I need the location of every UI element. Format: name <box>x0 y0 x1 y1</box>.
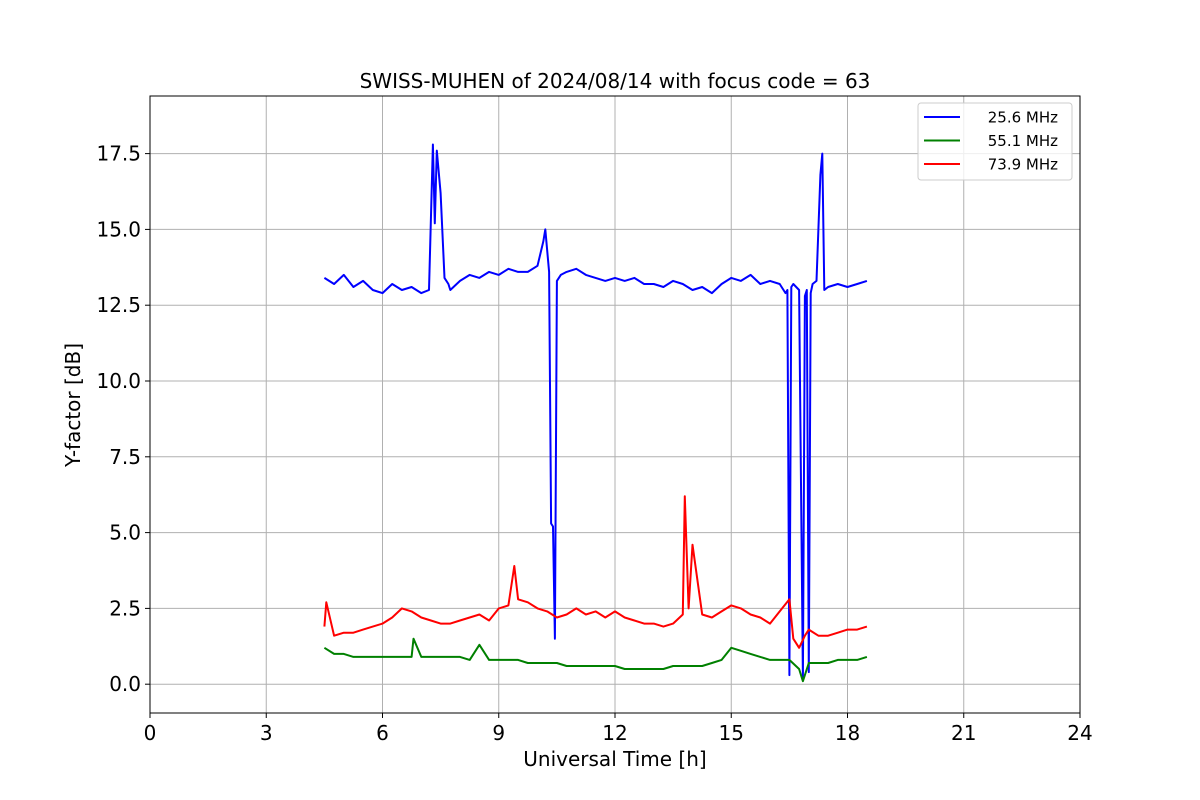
x-tick-label: 0 <box>144 721 157 745</box>
chart-title: SWISS-MUHEN of 2024/08/14 with focus cod… <box>360 69 871 93</box>
y-axis-label: Y-factor [dB] <box>61 343 85 468</box>
series-line-1 <box>323 637 868 683</box>
y-tick-label: 17.5 <box>96 142 141 166</box>
y-tick-label: 15.0 <box>96 217 141 241</box>
x-tick-label: 18 <box>835 721 860 745</box>
y-tick-label: 10.0 <box>96 369 141 393</box>
x-axis-ticks: 0 3 6 9 12 15 18 21 24 <box>144 713 1093 745</box>
legend-label: 25.6 MHz <box>988 109 1058 127</box>
y-axis-ticks: 0.0 2.5 5.0 7.5 10.0 12.5 15.0 17.5 <box>96 142 150 696</box>
x-tick-label: 3 <box>260 721 273 745</box>
legend-label: 73.9 MHz <box>988 156 1058 174</box>
y-tick-label: 0.0 <box>109 672 141 696</box>
y-tick-label: 12.5 <box>96 293 141 317</box>
x-tick-label: 21 <box>951 721 976 745</box>
y-tick-label: 7.5 <box>109 445 141 469</box>
x-axis-label: Universal Time [h] <box>523 747 706 771</box>
x-tick-label: 6 <box>376 721 389 745</box>
x-tick-label: 15 <box>719 721 744 745</box>
x-tick-label: 12 <box>602 721 627 745</box>
y-tick-label: 5.0 <box>109 521 141 545</box>
series-line-2 <box>323 495 868 649</box>
legend-box <box>917 102 1073 181</box>
x-tick-label: 9 <box>492 721 505 745</box>
y-tick-label: 2.5 <box>109 596 141 620</box>
legend: 25.6 MHz 55.1 MHz 73.9 MHz <box>917 102 1073 181</box>
legend-label: 55.1 MHz <box>988 132 1058 150</box>
series-layer <box>323 143 868 683</box>
series-line-0 <box>323 143 868 680</box>
x-tick-label: 24 <box>1067 721 1092 745</box>
